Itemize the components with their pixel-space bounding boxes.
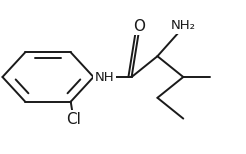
Text: NH: NH: [95, 71, 114, 83]
Text: O: O: [133, 19, 145, 34]
Text: Cl: Cl: [66, 112, 81, 127]
Text: NH₂: NH₂: [171, 19, 196, 32]
